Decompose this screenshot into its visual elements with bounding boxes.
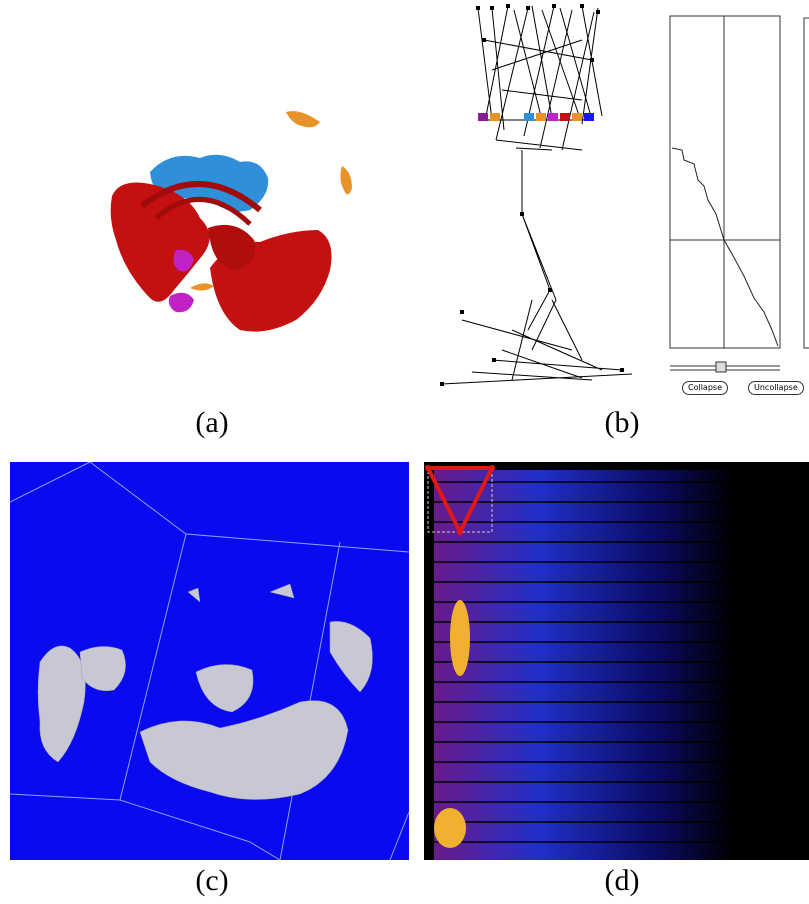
bounding-box-lines: [10, 462, 409, 860]
hotspots: [434, 600, 470, 848]
caption-d: (d): [604, 864, 640, 897]
graph-nodes: [440, 4, 624, 386]
slider-thumb-icon[interactable]: [715, 361, 727, 373]
triangle-selection-icon: [424, 466, 496, 537]
colored-node-band: [478, 113, 594, 121]
orange-fragment: [286, 111, 320, 128]
caption-b: (b): [604, 406, 640, 439]
red-arc: [154, 196, 252, 226]
red-left-lobe: [110, 182, 210, 302]
magenta-fragment: [173, 249, 194, 272]
silver-isosurface: [37, 583, 373, 800]
panel-d-pixel-plot[interactable]: [424, 462, 809, 860]
orange-fragment: [190, 283, 214, 291]
caption-a: (a): [195, 406, 229, 439]
panel-a-volume-render[interactable]: [90, 100, 370, 340]
caption-c: (c): [195, 864, 229, 897]
collapse-button[interactable]: Collapse: [682, 381, 728, 395]
panel-b-graph[interactable]: Collapse Uncollapse: [432, 0, 809, 400]
red-arc: [140, 181, 262, 213]
dendrogram-plot: [669, 15, 809, 349]
panel-c-isosurface[interactable]: [10, 462, 409, 860]
row-separators: [434, 481, 754, 843]
row-stripes: [434, 470, 734, 860]
red-mid: [208, 224, 256, 270]
orange-fragment: [340, 166, 352, 195]
graph-edges-top: [441, 5, 633, 385]
uncollapse-button[interactable]: Uncollapse: [748, 381, 804, 395]
magenta-fragment: [168, 292, 194, 313]
